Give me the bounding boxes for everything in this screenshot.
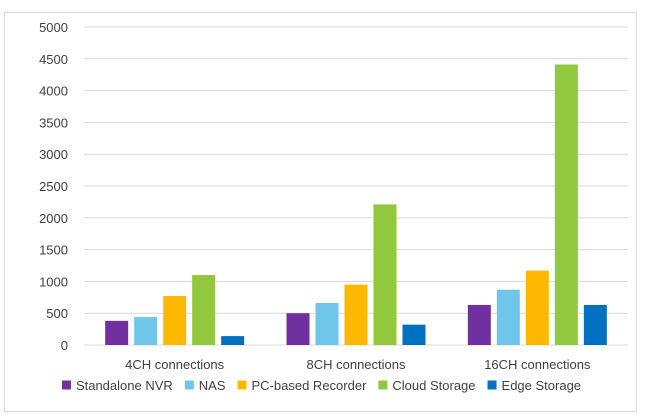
legend-swatch-standalone-nvr [61,380,71,390]
x-category-label: 8CH connections [307,357,406,372]
legend-label-pc-based-recorder: PC-based Recorder [252,378,368,393]
legend-swatch-edge-storage [487,380,497,390]
bar-standalone-nvr-3 [467,304,491,345]
bar-pc-based-recorder-3 [525,270,549,345]
legend-swatch-nas [184,380,194,390]
x-category-label: 4CH connections [125,357,224,372]
bar-nas-3 [496,289,520,345]
y-tick-label: 4500 [39,52,68,67]
legend-label-nas: NAS [199,378,226,393]
y-tick-label: 2000 [39,211,68,226]
legend-label-standalone-nvr: Standalone NVR [76,378,173,393]
legend-swatch-cloud-storage [378,380,388,390]
bar-standalone-nvr-1 [105,320,129,345]
y-tick-label: 1000 [39,274,68,289]
y-tick-label: 5000 [39,20,68,35]
y-tick-label: 1500 [39,243,68,258]
x-category-label: 16CH connections [484,357,591,372]
bar-nas-2 [315,303,339,345]
x-axis-category-labels: 4CH connections 8CH connections 16CH conne… [125,357,591,372]
y-tick-label: 3500 [39,115,68,130]
bar-edge-storage-3 [583,304,607,345]
bar-edge-storage-1 [221,336,245,345]
y-tick-label: 3000 [39,147,68,162]
chart-frame: 0 500 1000 1500 2000 2500 3000 3500 4000 4500 5000… [4,12,637,412]
bar-cloud-storage-2 [373,204,397,345]
bar-standalone-nvr-2 [286,313,310,345]
legend: Standalone NVR NAS PC-based Recorder Cloud … [61,378,582,393]
bar-cloud-storage-1 [192,275,216,345]
bar-chart: 0 500 1000 1500 2000 2500 3000 3500 4000 4500 5000… [39,20,628,393]
bar-edge-storage-2 [402,324,426,345]
y-tick-label: 2500 [39,179,68,194]
y-tick-label: 500 [46,306,68,321]
legend-label-edge-storage: Edge Storage [502,378,582,393]
legend-label-cloud-storage: Cloud Storage [392,378,475,393]
bar-cloud-storage-3 [554,64,578,346]
bar-pc-based-recorder-2 [344,284,368,345]
y-tick-label: 4000 [39,84,68,99]
y-tick-label: 0 [61,338,68,353]
bar-pc-based-recorder-1 [163,296,187,345]
bar-nas-1 [134,317,158,345]
legend-swatch-pc-based-recorder [237,380,247,390]
y-axis-tick-labels: 0 500 1000 1500 2000 2500 3000 3500 4000 4500 5000 [39,20,68,353]
bars [105,64,607,346]
